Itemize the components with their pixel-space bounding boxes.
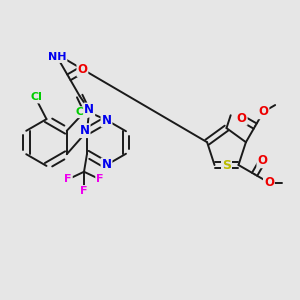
Text: N: N <box>84 103 94 116</box>
Text: F: F <box>64 174 72 184</box>
Text: S: S <box>222 158 231 172</box>
Text: O: O <box>259 105 269 118</box>
Text: O: O <box>77 63 87 76</box>
Text: O: O <box>264 176 274 189</box>
Text: N: N <box>101 158 112 172</box>
Text: Cl: Cl <box>30 92 42 103</box>
Text: N: N <box>101 113 112 127</box>
Text: F: F <box>80 186 88 196</box>
Text: O: O <box>237 112 247 125</box>
Text: N: N <box>80 124 90 137</box>
Text: NH: NH <box>48 52 66 62</box>
Text: F: F <box>96 174 104 184</box>
Text: O: O <box>257 154 267 167</box>
Text: Cl: Cl <box>76 107 88 117</box>
